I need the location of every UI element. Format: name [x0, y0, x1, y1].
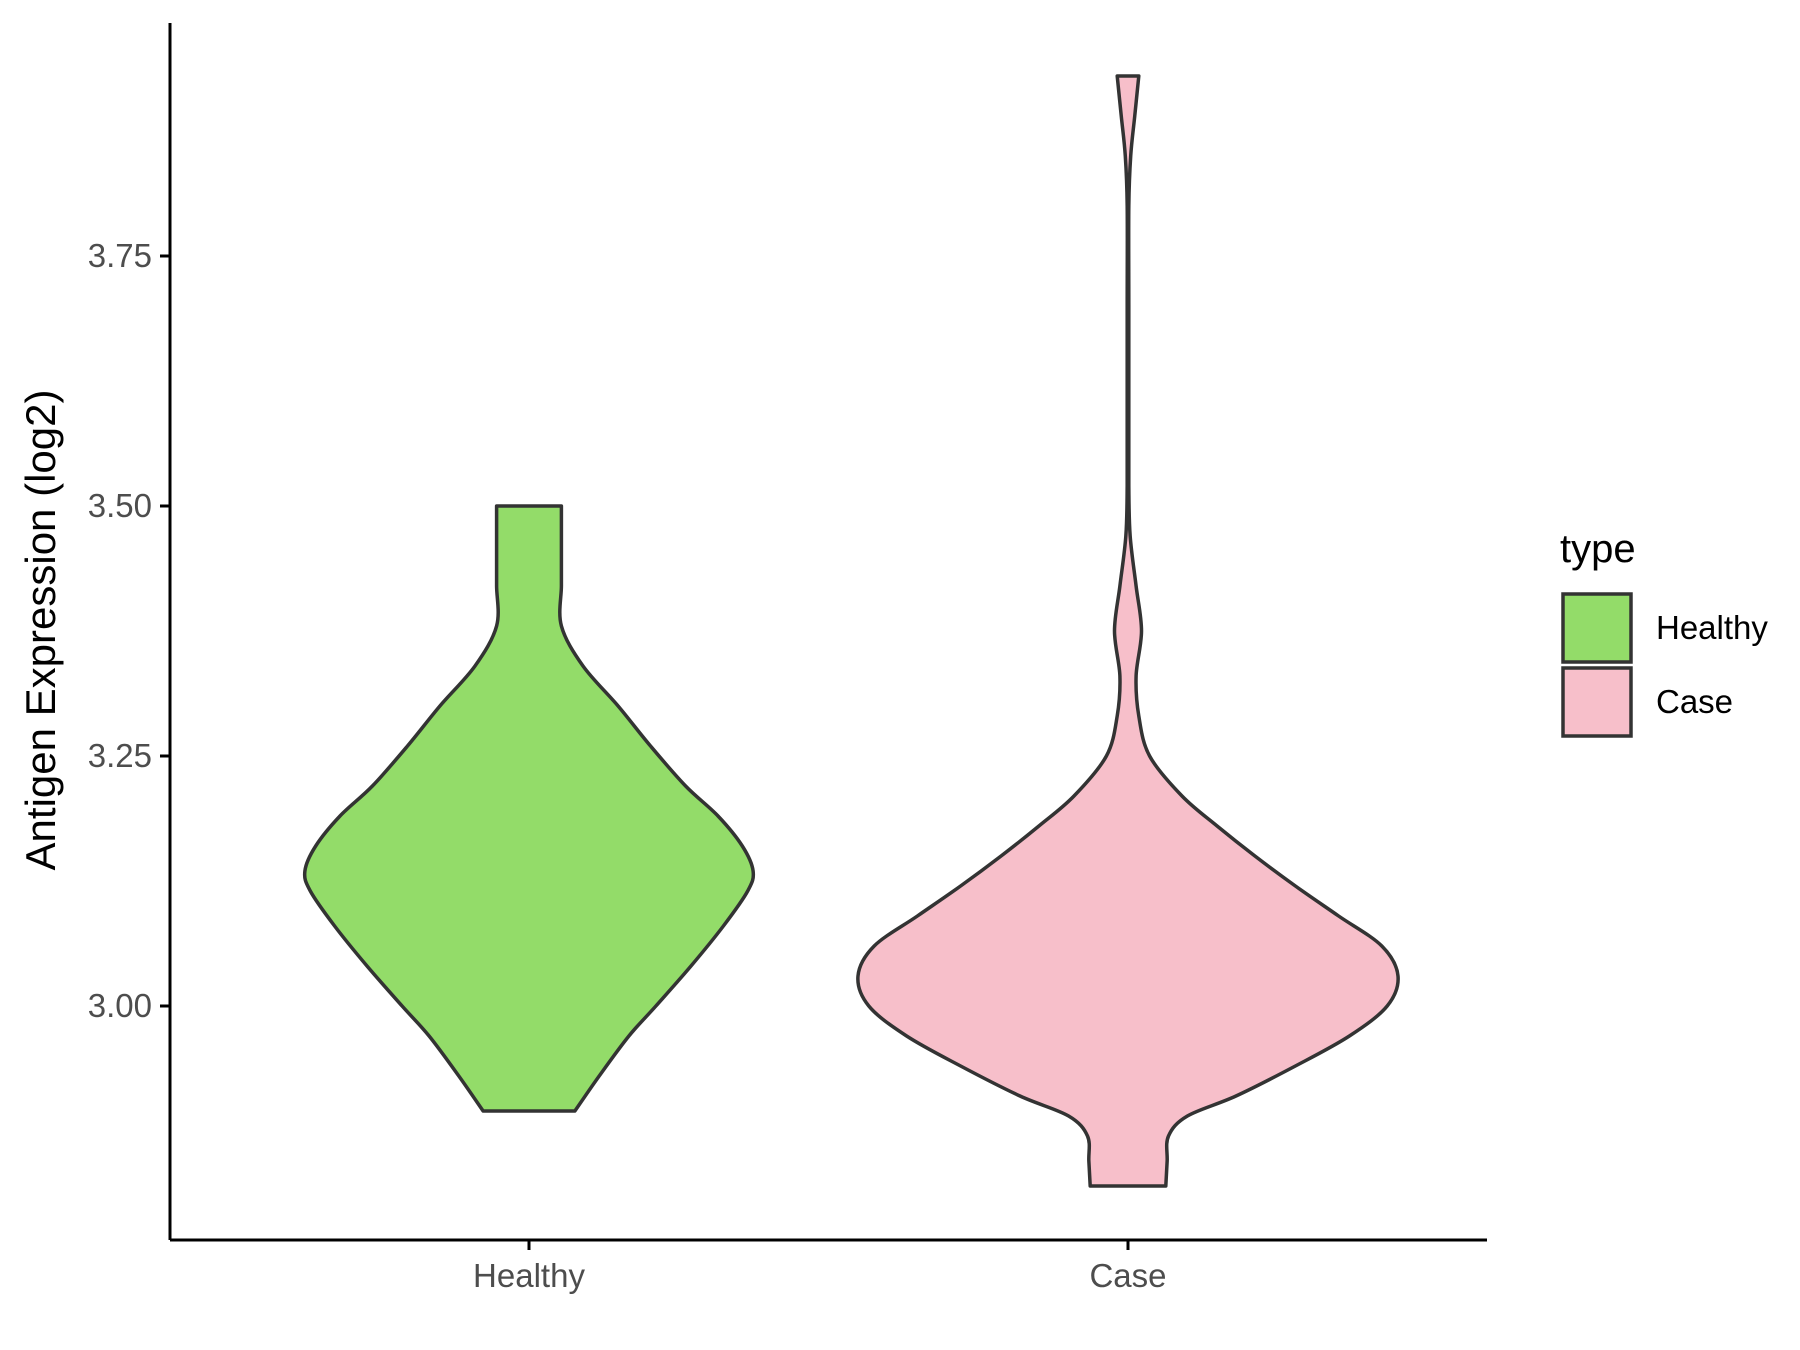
- y-tick-label: 3.00: [88, 987, 152, 1024]
- x-tick-label: Case: [1089, 1257, 1166, 1294]
- violin-healthy: [302, 504, 756, 1113]
- violin-case: [856, 74, 1400, 1188]
- legend-title: type: [1560, 527, 1636, 571]
- legend-key-healthy: [1561, 592, 1633, 664]
- legend-key-case: [1561, 666, 1633, 738]
- legend-label-case: Case: [1656, 683, 1733, 720]
- y-axis-title: Antigen Expression (log2): [17, 390, 64, 871]
- axes: [168, 23, 1487, 1242]
- y-tick-label: 3.25: [88, 737, 152, 774]
- plot-area: [302, 74, 1400, 1188]
- x-tick-label: Healthy: [473, 1257, 585, 1294]
- legend-label-healthy: Healthy: [1656, 609, 1768, 646]
- y-tick-label: 3.50: [88, 487, 152, 524]
- y-tick-label: 3.75: [88, 237, 152, 274]
- axis-ticks: 3.00 3.25 3.50 3.75 Healthy Case: [88, 237, 1167, 1294]
- legend: type Healthy Case: [1560, 527, 1768, 738]
